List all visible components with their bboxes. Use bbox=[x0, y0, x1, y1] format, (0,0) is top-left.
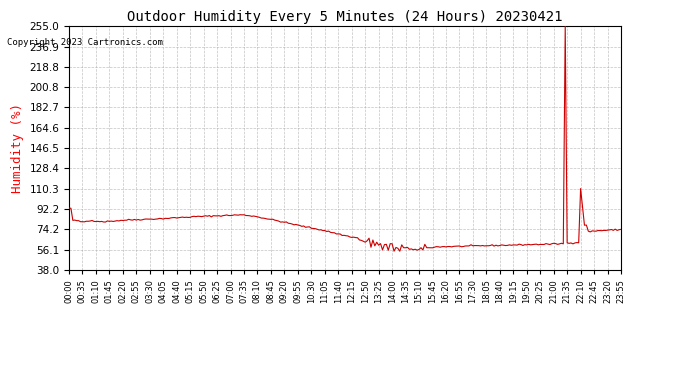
Title: Outdoor Humidity Every 5 Minutes (24 Hours) 20230421: Outdoor Humidity Every 5 Minutes (24 Hou… bbox=[127, 10, 563, 24]
Text: Copyright 2023 Cartronics.com: Copyright 2023 Cartronics.com bbox=[7, 38, 163, 47]
Y-axis label: Humidity (%): Humidity (%) bbox=[11, 103, 24, 193]
